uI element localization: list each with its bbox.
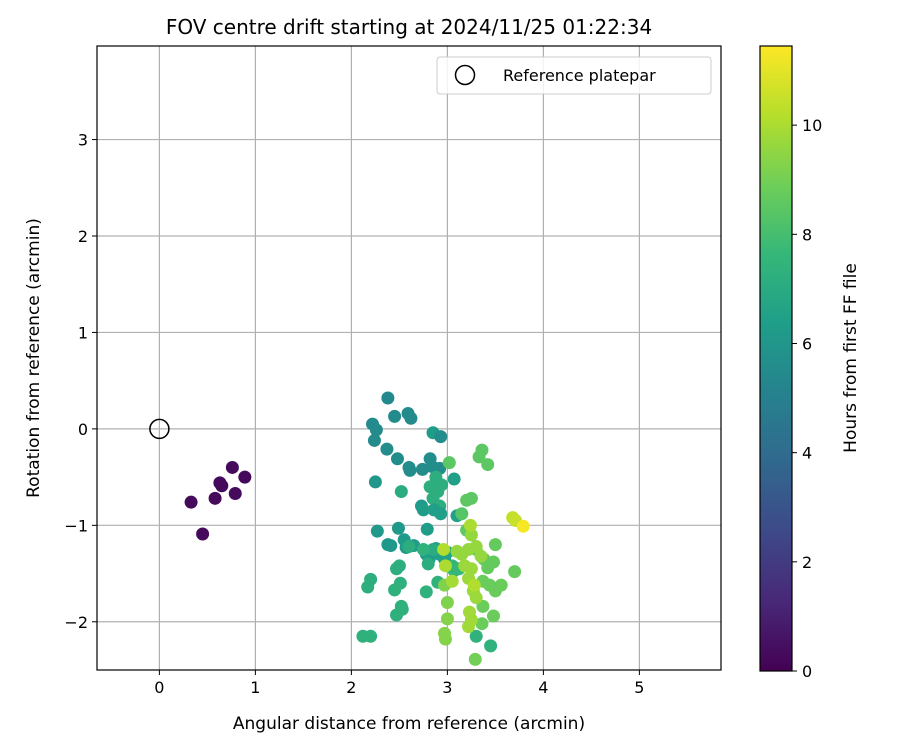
data-point xyxy=(364,629,378,643)
colorbar-tick-label: 2 xyxy=(802,553,812,572)
x-tick-label: 4 xyxy=(538,678,548,697)
data-point xyxy=(488,538,502,552)
data-point xyxy=(455,507,469,521)
data-point xyxy=(361,580,375,594)
data-point xyxy=(440,595,454,609)
axis-ticks: 0 1 2 3 4 5 −2 −1 0 1 2 3 xyxy=(64,131,644,697)
data-point xyxy=(447,472,461,486)
data-point xyxy=(516,519,530,533)
data-point xyxy=(380,442,394,456)
data-point xyxy=(469,629,483,643)
data-point xyxy=(384,539,398,553)
colorbar-gradient xyxy=(759,45,793,672)
data-point xyxy=(208,491,222,505)
data-point xyxy=(184,495,198,509)
y-tick-label: 2 xyxy=(78,227,88,246)
data-point xyxy=(484,639,498,653)
data-point xyxy=(420,522,434,536)
data-point xyxy=(468,652,482,666)
data-point xyxy=(391,521,405,535)
data-point xyxy=(486,609,500,623)
data-point xyxy=(369,423,383,437)
data-point xyxy=(215,479,229,493)
colorbar-tick-label: 6 xyxy=(802,334,812,353)
data-point xyxy=(462,620,476,634)
data-point xyxy=(475,617,489,631)
data-point xyxy=(392,559,406,573)
data-point xyxy=(390,452,404,466)
colorbar-tick-label: 8 xyxy=(802,225,812,244)
data-point xyxy=(508,565,522,579)
data-point xyxy=(445,574,459,588)
x-axis-label: Angular distance from reference (arcmin) xyxy=(233,714,585,734)
data-point xyxy=(388,409,402,423)
x-tick-label: 5 xyxy=(634,678,644,697)
y-tick-label: 3 xyxy=(78,131,88,150)
data-point xyxy=(464,491,478,505)
data-point xyxy=(367,433,381,447)
data-point xyxy=(463,518,477,532)
data-point xyxy=(438,559,452,573)
data-point xyxy=(494,578,508,592)
data-point xyxy=(393,576,407,590)
data-point xyxy=(474,549,488,563)
data-point xyxy=(434,430,448,444)
plot-frame xyxy=(96,45,722,671)
data-point xyxy=(394,485,408,499)
reference-platepar-marker xyxy=(149,418,170,440)
data-point xyxy=(403,463,417,477)
grid-lines xyxy=(97,46,721,670)
y-tick-label: −1 xyxy=(64,516,88,535)
data-point xyxy=(481,458,495,472)
data-point xyxy=(469,540,483,554)
data-point xyxy=(437,542,451,556)
data-point xyxy=(472,450,486,464)
data-point xyxy=(438,632,452,646)
data-points xyxy=(184,391,530,666)
legend-marker-icon xyxy=(454,64,476,86)
colorbar: 0 2 4 6 8 10 Hours from first FF file xyxy=(759,45,861,681)
legend: Reference platepar xyxy=(436,56,712,95)
data-point xyxy=(416,503,430,517)
colorbar-label: Hours from first FF file xyxy=(841,263,861,453)
chart-title: FOV centre drift starting at 2024/11/25 … xyxy=(166,15,652,39)
y-tick-label: 0 xyxy=(78,420,88,439)
x-tick-label: 0 xyxy=(154,678,164,697)
colorbar-ticks: 0 2 4 6 8 10 xyxy=(792,116,822,681)
data-point xyxy=(426,542,440,556)
data-point xyxy=(368,475,382,489)
data-point xyxy=(440,612,454,626)
colorbar-tick-label: 10 xyxy=(802,116,822,135)
data-point xyxy=(421,557,435,571)
data-point xyxy=(416,542,430,556)
data-point xyxy=(442,456,456,470)
data-point xyxy=(467,578,481,592)
colorbar-tick-label: 0 xyxy=(802,662,812,681)
x-tick-label: 1 xyxy=(250,678,260,697)
data-point xyxy=(394,599,408,613)
data-point xyxy=(464,528,478,542)
x-tick-label: 3 xyxy=(442,678,452,697)
data-point xyxy=(225,460,239,474)
data-point xyxy=(435,478,449,492)
y-tick-label: 1 xyxy=(78,323,88,342)
colorbar-tick-label: 4 xyxy=(802,444,812,463)
legend-entry-label: Reference platepar xyxy=(503,66,656,85)
data-point xyxy=(434,507,448,521)
legend-box xyxy=(436,56,712,95)
y-axis-label: Rotation from reference (arcmin) xyxy=(24,218,44,498)
data-point xyxy=(486,555,500,569)
data-point xyxy=(402,540,416,554)
x-tick-label: 2 xyxy=(346,678,356,697)
data-point xyxy=(228,487,242,501)
data-point xyxy=(196,527,210,541)
y-tick-label: −2 xyxy=(64,613,88,632)
data-point xyxy=(238,470,252,484)
data-point xyxy=(370,524,384,538)
data-point xyxy=(469,591,483,605)
data-point xyxy=(419,585,433,599)
data-point xyxy=(381,391,395,405)
data-point xyxy=(404,411,418,425)
